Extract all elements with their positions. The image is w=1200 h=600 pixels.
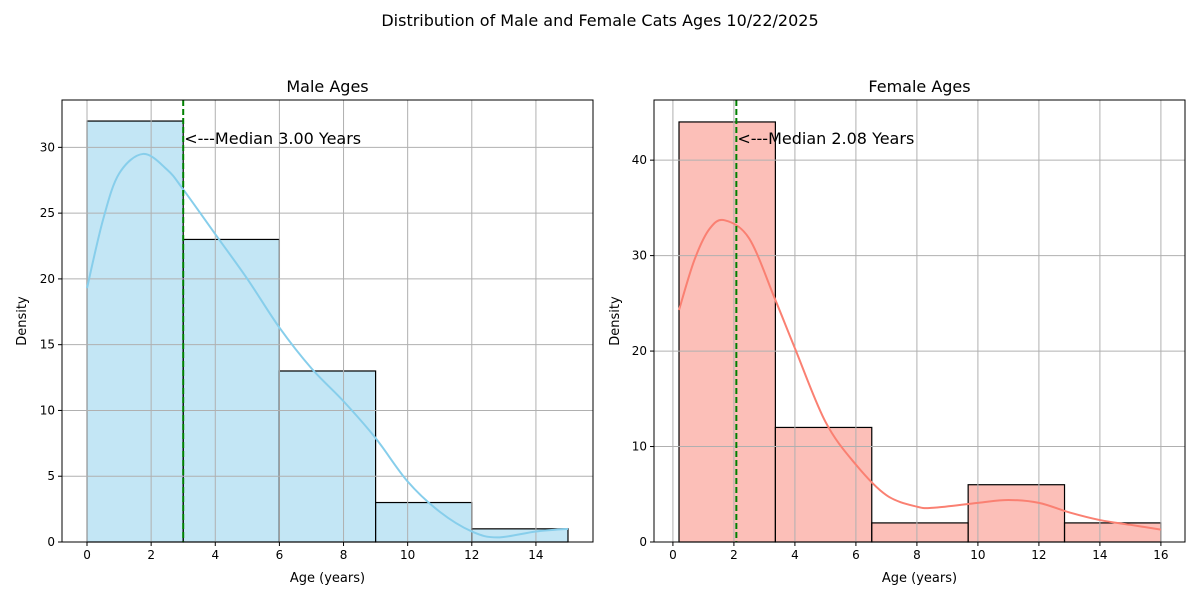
histogram-bar (86, 120, 184, 543)
y-tick-label: 20 (632, 344, 647, 358)
y-tick-label: 10 (632, 440, 647, 454)
histogram-bar (278, 370, 377, 543)
y-tick-label: 15 (40, 338, 55, 352)
kde-curve (86, 152, 569, 539)
x-tick-label: 4 (211, 548, 219, 562)
y-axis-label: Density (608, 296, 623, 346)
female-ages-subplot: <---Median 2.08 Years 0 2 4 6 8 10 12 14 16 0 10 20 3… (608, 77, 1186, 586)
x-tick-label: 4 (791, 548, 799, 562)
x-axis-label: Age (years) (882, 571, 957, 586)
histogram-bar (678, 121, 776, 543)
x-tick-label: 6 (852, 548, 860, 562)
y-tick-label: 30 (632, 249, 647, 263)
x-tick-label: 16 (1153, 548, 1168, 562)
histogram-bar (1063, 522, 1162, 543)
x-tick-label: 12 (1031, 548, 1046, 562)
median-annotation: <---Median 3.00 Years (184, 129, 361, 148)
x-tick-label: 2 (147, 548, 155, 562)
y-tick-label: 0 (47, 535, 55, 549)
x-tick-label: 10 (970, 548, 985, 562)
y-tick-label: 40 (632, 153, 647, 167)
y-axis-label: Density (15, 296, 30, 346)
y-tick-label: 5 (47, 469, 55, 483)
y-tick-label: 0 (639, 535, 647, 549)
y-tick-label: 25 (40, 206, 55, 220)
kde-curve (678, 218, 1162, 531)
axes-frame (653, 99, 1186, 543)
histogram-bar (871, 522, 969, 543)
x-tick-label: 8 (340, 548, 348, 562)
x-tick-label: 0 (669, 548, 677, 562)
subplot-title: Male Ages (286, 77, 368, 96)
x-tick-label: 6 (276, 548, 284, 562)
male-ages-subplot: <---Median 3.00 Years 0 2 4 6 8 10 12 14 0 5 10 15 20… (15, 77, 594, 586)
y-tick-label: 30 (40, 140, 55, 154)
y-tick-label: 10 (40, 403, 55, 417)
figure-title: Distribution of Male and Female Cats Age… (381, 11, 818, 30)
histogram-bar (774, 426, 873, 543)
subplot-title: Female Ages (868, 77, 970, 96)
y-tick-label: 20 (40, 272, 55, 286)
x-tick-label: 14 (1092, 548, 1107, 562)
x-tick-label: 0 (83, 548, 91, 562)
x-tick-label: 2 (730, 548, 738, 562)
x-axis-label: Age (years) (290, 571, 365, 586)
x-tick-label: 8 (913, 548, 921, 562)
axes-frame (61, 99, 594, 543)
x-tick-label: 14 (528, 548, 543, 562)
x-tick-label: 12 (464, 548, 479, 562)
median-annotation: <---Median 2.08 Years (737, 129, 914, 148)
histogram-bar (182, 238, 281, 543)
x-tick-label: 10 (400, 548, 415, 562)
histogram-bar (374, 501, 473, 543)
histogram-bar (967, 484, 1066, 543)
